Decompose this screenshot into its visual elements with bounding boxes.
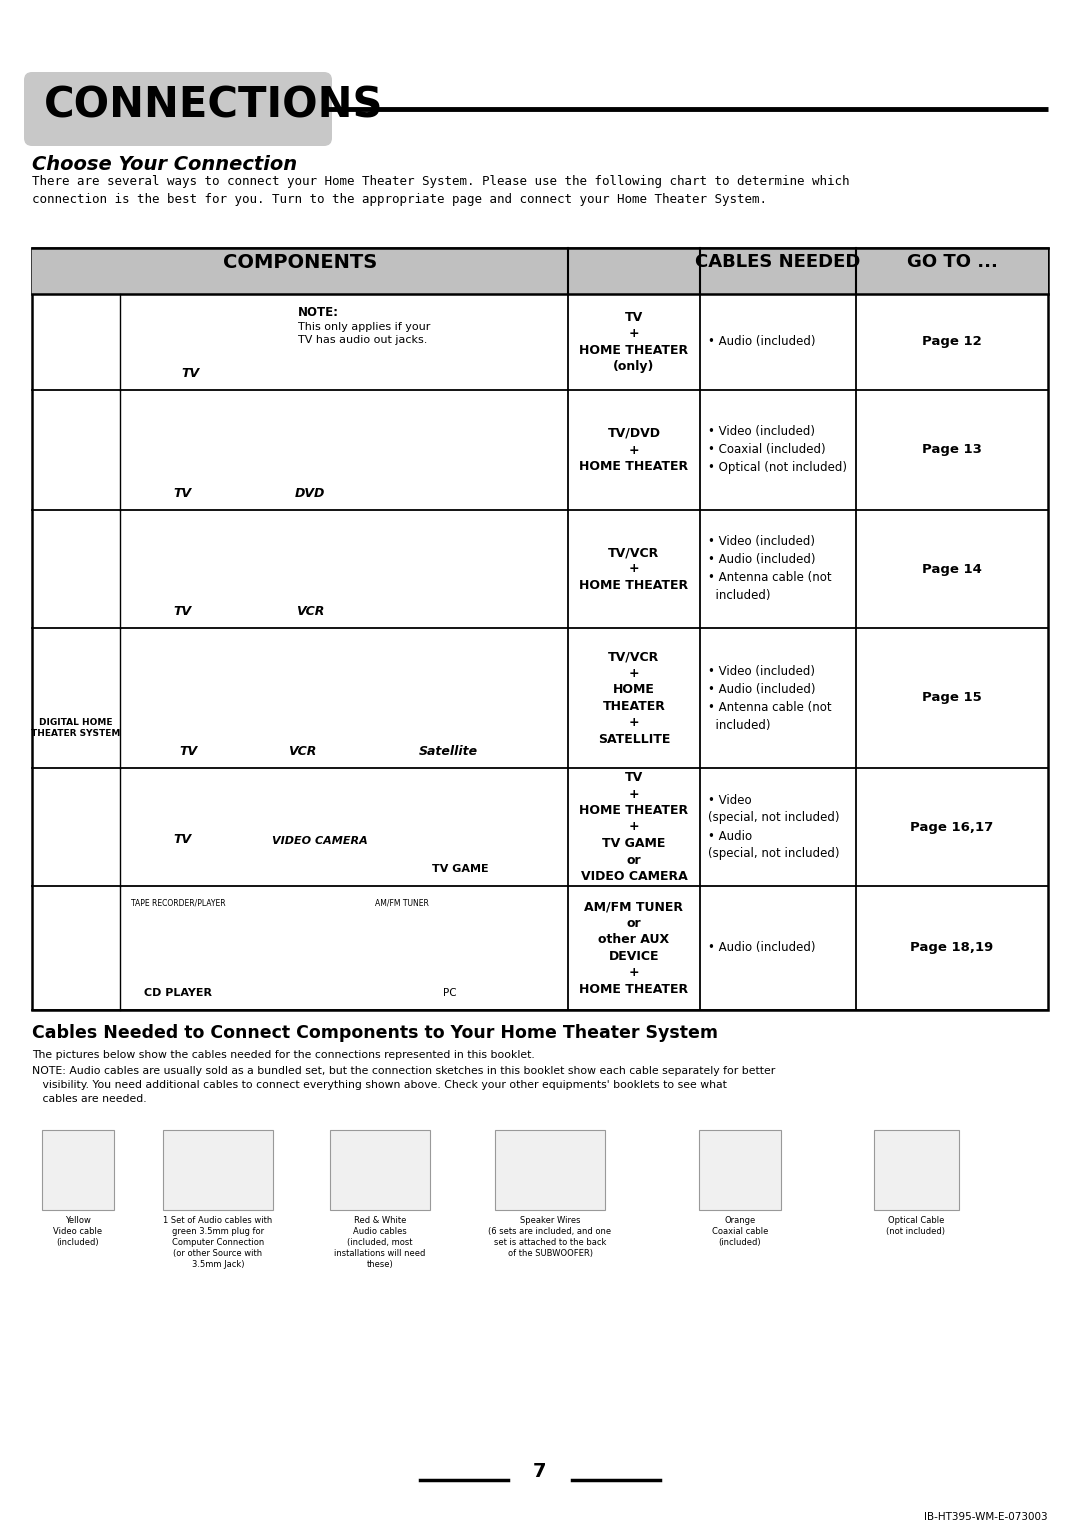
- Text: • Video
(special, not included)
• Audio
(special, not included): • Video (special, not included) • Audio …: [708, 793, 839, 860]
- Text: Page 14: Page 14: [922, 562, 982, 576]
- Text: CONNECTIONS: CONNECTIONS: [44, 84, 383, 125]
- Text: Page 16,17: Page 16,17: [910, 821, 994, 833]
- Text: The pictures below show the cables needed for the connections represented in thi: The pictures below show the cables neede…: [32, 1050, 535, 1060]
- Text: NOTE:: NOTE:: [298, 306, 339, 319]
- Text: Page 13: Page 13: [922, 443, 982, 457]
- Text: TV/VCR
+
HOME THEATER: TV/VCR + HOME THEATER: [580, 545, 689, 591]
- Text: TV: TV: [173, 833, 191, 847]
- Text: TV
+
HOME THEATER
+
TV GAME
or
VIDEO CAMERA: TV + HOME THEATER + TV GAME or VIDEO CAM…: [580, 772, 689, 883]
- Text: VCR: VCR: [287, 746, 316, 758]
- Bar: [163, 1131, 273, 1210]
- Bar: [699, 1131, 781, 1210]
- Text: TV: TV: [173, 605, 191, 617]
- Text: Satellite: Satellite: [418, 746, 477, 758]
- Text: Optical Cable
(not included): Optical Cable (not included): [887, 1216, 945, 1236]
- Text: Page 12: Page 12: [922, 336, 982, 348]
- FancyBboxPatch shape: [24, 72, 332, 147]
- Text: connection is the best for you. Turn to the appropriate page and connect your Ho: connection is the best for you. Turn to …: [32, 193, 767, 206]
- Text: Choose Your Connection: Choose Your Connection: [32, 154, 297, 174]
- Text: There are several ways to connect your Home Theater System. Please use the follo: There are several ways to connect your H…: [32, 176, 850, 188]
- Text: IB-HT395-WM-E-073003: IB-HT395-WM-E-073003: [924, 1513, 1048, 1522]
- Text: CD PLAYER: CD PLAYER: [144, 989, 212, 998]
- Text: Orange
Coaxial cable
(included): Orange Coaxial cable (included): [712, 1216, 768, 1247]
- Text: PC: PC: [443, 989, 457, 998]
- Text: Page 15: Page 15: [922, 692, 982, 704]
- Bar: [495, 1131, 605, 1210]
- Text: Page 18,19: Page 18,19: [910, 941, 994, 955]
- Text: • Video (included)
• Audio (included)
• Antenna cable (not
  included): • Video (included) • Audio (included) • …: [708, 535, 832, 602]
- Text: NOTE: Audio cables are usually sold as a bundled set, but the connection sketche: NOTE: Audio cables are usually sold as a…: [32, 1067, 775, 1105]
- Bar: [42, 1131, 114, 1210]
- Text: • Audio (included): • Audio (included): [708, 941, 815, 955]
- Text: • Video (included)
• Audio (included)
• Antenna cable (not
  included): • Video (included) • Audio (included) • …: [708, 665, 832, 732]
- Text: VIDEO CAMERA: VIDEO CAMERA: [272, 836, 368, 847]
- Text: TAPE RECORDER/PLAYER: TAPE RECORDER/PLAYER: [131, 898, 226, 908]
- Text: 1 Set of Audio cables with
green 3.5mm plug for
Computer Connection
(or other So: 1 Set of Audio cables with green 3.5mm p…: [163, 1216, 272, 1270]
- Text: TV
+
HOME THEATER
(only): TV + HOME THEATER (only): [580, 310, 689, 373]
- Text: AM/FM TUNER: AM/FM TUNER: [375, 898, 429, 908]
- Text: TV: TV: [181, 367, 199, 380]
- Text: DVD: DVD: [295, 487, 325, 500]
- Text: • Audio (included): • Audio (included): [708, 336, 815, 348]
- Bar: [32, 248, 1048, 293]
- Text: Cables Needed to Connect Components to Your Home Theater System: Cables Needed to Connect Components to Y…: [32, 1024, 718, 1042]
- Text: • Video (included)
• Coaxial (included)
• Optical (not included): • Video (included) • Coaxial (included) …: [708, 425, 847, 475]
- Text: This only applies if your
TV has audio out jacks.: This only applies if your TV has audio o…: [298, 322, 430, 345]
- Bar: [330, 1131, 430, 1210]
- Text: Yellow
Video cable
(included): Yellow Video cable (included): [53, 1216, 103, 1247]
- Bar: [32, 248, 1048, 1010]
- Text: DIGITAL HOME
THEATER SYSTEM: DIGITAL HOME THEATER SYSTEM: [31, 718, 121, 738]
- Bar: [874, 1131, 959, 1210]
- Text: TV/VCR
+
HOME
THEATER
+
SATELLITE: TV/VCR + HOME THEATER + SATELLITE: [598, 651, 671, 746]
- Text: VCR: VCR: [296, 605, 324, 617]
- Text: 7: 7: [534, 1462, 546, 1481]
- Text: TV GAME: TV GAME: [432, 863, 488, 874]
- Text: Speaker Wires
(6 sets are included, and one
set is attached to the back
of the S: Speaker Wires (6 sets are included, and …: [488, 1216, 611, 1258]
- Text: GO TO ...: GO TO ...: [906, 254, 998, 270]
- Text: CABLES NEEDED: CABLES NEEDED: [696, 254, 861, 270]
- Text: TV: TV: [179, 746, 197, 758]
- Text: AM/FM TUNER
or
other AUX
DEVICE
+
HOME THEATER: AM/FM TUNER or other AUX DEVICE + HOME T…: [580, 900, 689, 996]
- Text: TV: TV: [173, 487, 191, 500]
- Text: Red & White
Audio cables
(included, most
installations will need
these): Red & White Audio cables (included, most…: [335, 1216, 426, 1270]
- Text: COMPONENTS: COMPONENTS: [222, 254, 377, 272]
- Text: TV/DVD
+
HOME THEATER: TV/DVD + HOME THEATER: [580, 426, 689, 474]
